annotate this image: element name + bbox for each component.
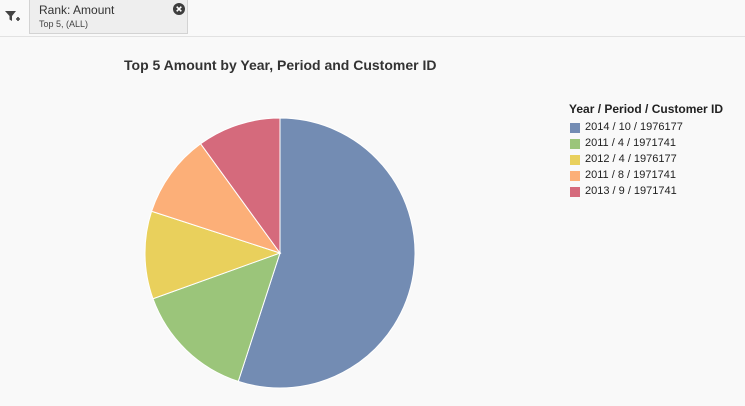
legend-items: 2014 / 10 / 1976177 2011 / 4 / 1971741 201…	[569, 120, 723, 200]
chart-title: Top 5 Amount by Year, Period and Custome…	[124, 57, 437, 73]
legend-swatch	[570, 187, 580, 197]
filter-bar: Rank: Amount Top 5, (ALL)	[0, 0, 745, 37]
legend-label: 2011 / 8 / 1971741	[585, 169, 676, 181]
legend: Year / Period / Customer ID 2014 / 10 / …	[569, 102, 723, 200]
legend-title: Year / Period / Customer ID	[569, 102, 724, 116]
filter-chip-title: Rank: Amount	[39, 3, 115, 17]
close-icon[interactable]	[173, 3, 185, 15]
legend-item[interactable]: 2011 / 8 / 1971741	[569, 168, 723, 184]
legend-swatch	[570, 139, 580, 149]
legend-label: 2014 / 10 / 1976177	[585, 121, 683, 133]
legend-swatch	[570, 171, 580, 181]
filter-chip[interactable]: Rank: Amount Top 5, (ALL)	[29, 0, 188, 34]
pie-slice[interactable]	[199, 117, 281, 255]
legend-swatch	[570, 155, 580, 165]
legend-swatch	[570, 123, 580, 133]
pie-slice[interactable]	[144, 210, 282, 300]
legend-item[interactable]: 2011 / 4 / 1971741	[569, 136, 723, 152]
legend-label: 2012 / 4 / 1976177	[585, 153, 677, 165]
pie-slice[interactable]	[237, 117, 416, 389]
pie-slice[interactable]	[152, 252, 281, 383]
pie-slice[interactable]	[150, 143, 282, 254]
legend-label: 2013 / 9 / 1971741	[585, 185, 677, 197]
legend-item[interactable]: 2014 / 10 / 1976177	[569, 120, 723, 136]
filter-add-icon[interactable]	[4, 8, 22, 26]
legend-item[interactable]: 2012 / 4 / 1976177	[569, 152, 723, 168]
legend-label: 2011 / 4 / 1971741	[585, 137, 676, 149]
legend-item[interactable]: 2013 / 9 / 1971741	[569, 184, 723, 200]
filter-chip-subtitle: Top 5, (ALL)	[39, 19, 89, 29]
